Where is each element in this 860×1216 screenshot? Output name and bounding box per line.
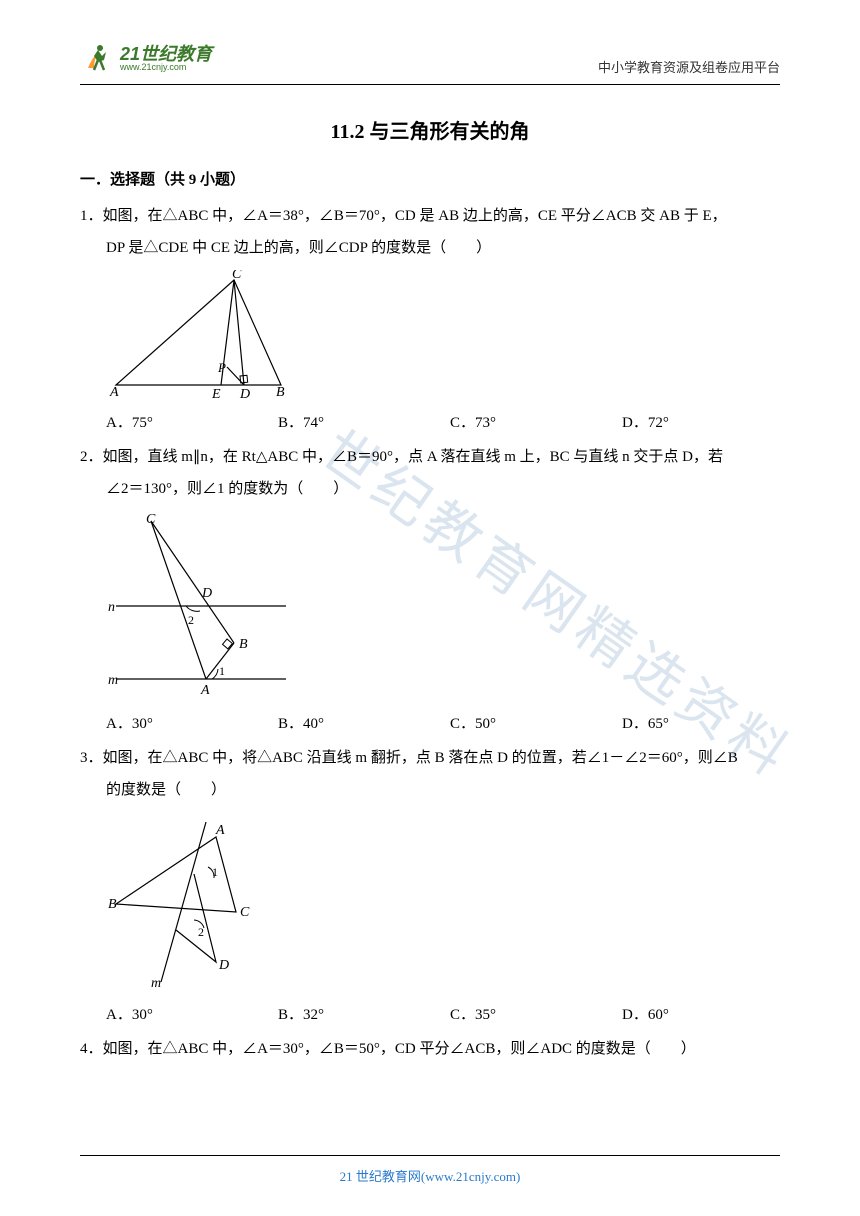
q1-line1: 1．如图，在△ABC 中，∠A＝38°，∠B＝70°，CD 是 AB 边上的高，… xyxy=(80,201,780,233)
logo-area: 21世纪教育 www.21cnjy.com xyxy=(80,40,212,76)
svg-text:P: P xyxy=(217,360,226,375)
q3-optB: B．32° xyxy=(278,1003,450,1024)
question-3: 3．如图，在△ABC 中，将△ABC 沿直线 m 翻折，点 B 落在点 D 的位… xyxy=(80,743,780,806)
q2-line1: 2．如图，直线 m∥n，在 Rt△ABC 中，∠B＝90°，点 A 落在直线 m… xyxy=(80,442,780,474)
q1-optA: A．75° xyxy=(106,411,278,432)
q1-optD: D．72° xyxy=(622,411,794,432)
q4-line1: 4．如图，在△ABC 中，∠A＝30°，∠B＝50°，CD 平分∠ACB，则∠A… xyxy=(80,1034,780,1066)
svg-text:2: 2 xyxy=(198,925,204,939)
section-heading: 一．选择题（共 9 小题） xyxy=(80,168,780,189)
footer-domain: (www.21cnjy.com) xyxy=(421,1169,520,1184)
svg-text:m: m xyxy=(108,673,118,688)
content-area: 11.2 与三角形有关的角 一．选择题（共 9 小题） 1．如图，在△ABC 中… xyxy=(0,85,860,1066)
q3-line2: 的度数是（ ） xyxy=(80,775,780,807)
header-right-text: 中小学教育资源及组卷应用平台 xyxy=(598,57,780,76)
q3-diagram: A B C D m 1 2 xyxy=(106,812,780,997)
logo-sub-text: www.21cnjy.com xyxy=(120,63,212,72)
q3-options: A．30° B．32° C．35° D．60° xyxy=(80,1003,780,1024)
svg-text:A: A xyxy=(109,385,119,400)
q3-optD: D．60° xyxy=(622,1003,794,1024)
page-footer: 21 世纪教育网(www.21cnjy.com) xyxy=(0,1155,860,1186)
page-header: 21世纪教育 www.21cnjy.com 中小学教育资源及组卷应用平台 xyxy=(80,0,780,85)
svg-text:A: A xyxy=(200,683,210,698)
logo-icon xyxy=(80,40,116,76)
q2-optB: B．40° xyxy=(278,712,450,733)
svg-text:A: A xyxy=(215,823,225,838)
svg-text:C: C xyxy=(240,905,250,920)
q3-optA: A．30° xyxy=(106,1003,278,1024)
q2-diagram: C D B A n m 2 1 xyxy=(106,511,780,706)
svg-text:D: D xyxy=(201,586,212,601)
logo-text: 21世纪教育 www.21cnjy.com xyxy=(120,45,212,72)
q2-optC: C．50° xyxy=(450,712,622,733)
svg-text:n: n xyxy=(108,600,115,615)
q2-optA: A．30° xyxy=(106,712,278,733)
svg-text:D: D xyxy=(218,958,229,973)
svg-text:m: m xyxy=(151,976,161,991)
q1-line2: DP 是△CDE 中 CE 边上的高，则∠CDP 的度数是（ ） xyxy=(80,233,780,265)
question-4: 4．如图，在△ABC 中，∠A＝30°，∠B＝50°，CD 平分∠ACB，则∠A… xyxy=(80,1034,780,1066)
q1-diagram: A B C E D P xyxy=(106,270,780,405)
svg-text:1: 1 xyxy=(219,664,225,678)
q1-options: A．75° B．74° C．73° D．72° xyxy=(80,411,780,432)
q1-optB: B．74° xyxy=(278,411,450,432)
svg-text:1: 1 xyxy=(212,865,218,879)
footer-prefix: 21 世纪教育网 xyxy=(340,1169,421,1184)
logo-main-text: 21世纪教育 xyxy=(120,45,212,63)
q1-optC: C．73° xyxy=(450,411,622,432)
svg-text:C: C xyxy=(146,512,156,527)
question-2: 2．如图，直线 m∥n，在 Rt△ABC 中，∠B＝90°，点 A 落在直线 m… xyxy=(80,442,780,505)
svg-text:C: C xyxy=(232,270,242,282)
q2-optD: D．65° xyxy=(622,712,794,733)
page-title: 11.2 与三角形有关的角 xyxy=(80,115,780,144)
svg-text:B: B xyxy=(108,897,117,912)
q3-line1: 3．如图，在△ABC 中，将△ABC 沿直线 m 翻折，点 B 落在点 D 的位… xyxy=(80,743,780,775)
svg-text:B: B xyxy=(276,385,285,400)
svg-text:E: E xyxy=(211,387,221,400)
svg-text:2: 2 xyxy=(188,613,194,627)
q2-line2: ∠2＝130°，则∠1 的度数为（ ） xyxy=(80,474,780,506)
q2-options: A．30° B．40° C．50° D．65° xyxy=(80,712,780,733)
q3-optC: C．35° xyxy=(450,1003,622,1024)
svg-text:B: B xyxy=(239,637,248,652)
svg-text:D: D xyxy=(239,387,250,400)
question-1: 1．如图，在△ABC 中，∠A＝38°，∠B＝70°，CD 是 AB 边上的高，… xyxy=(80,201,780,264)
